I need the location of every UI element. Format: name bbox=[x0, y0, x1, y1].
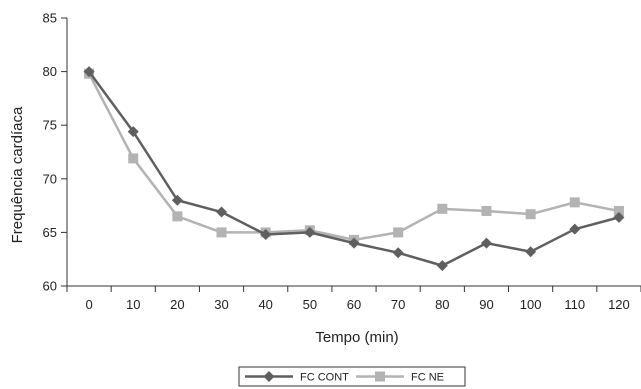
x-tick-label: 80 bbox=[435, 297, 449, 312]
series-fc-cont bbox=[83, 66, 625, 272]
data-point bbox=[304, 226, 316, 238]
legend-label: FC CONT bbox=[300, 372, 349, 384]
y-tick-label: 85 bbox=[43, 11, 57, 26]
data-point bbox=[569, 197, 580, 208]
y-tick-label: 75 bbox=[43, 118, 57, 133]
data-point bbox=[128, 153, 139, 164]
data-point bbox=[613, 205, 624, 216]
chart-axes bbox=[66, 18, 641, 287]
series-line bbox=[87, 73, 620, 242]
legend-marker bbox=[263, 371, 275, 382]
y-ticks: 60 65 70 75 80 85 bbox=[43, 11, 67, 294]
series-fc-ne bbox=[84, 68, 624, 245]
x-tick-label: 10 bbox=[126, 297, 140, 312]
data-point bbox=[437, 203, 448, 214]
x-tick-label: 110 bbox=[564, 297, 585, 312]
y-tick-label: 80 bbox=[43, 64, 57, 79]
legend-box bbox=[238, 366, 466, 387]
y-tick-label: 65 bbox=[43, 225, 57, 240]
data-point bbox=[172, 211, 183, 222]
x-tick-label: 0 bbox=[85, 297, 92, 312]
x-tick-label: 50 bbox=[303, 297, 317, 312]
legend-marker bbox=[375, 371, 385, 382]
legend-items: FC CONT FC NE bbox=[245, 371, 444, 384]
y-axis-title: Frequência cardíaca bbox=[9, 106, 26, 243]
data-point bbox=[525, 246, 537, 258]
data-point bbox=[216, 227, 227, 238]
legend-label: FC NE bbox=[411, 372, 444, 384]
legend: FC CONT FC NE bbox=[238, 366, 466, 387]
data-point bbox=[83, 66, 95, 78]
y-tick-label: 60 bbox=[43, 279, 57, 294]
y-tick-label: 70 bbox=[43, 171, 57, 186]
data-point bbox=[127, 126, 139, 138]
data-point bbox=[480, 237, 492, 249]
x-axis-title: Tempo (min) bbox=[315, 329, 398, 346]
data-point bbox=[393, 227, 404, 238]
x-tick-label: 60 bbox=[347, 297, 361, 312]
data-point bbox=[481, 205, 492, 216]
data-point bbox=[525, 209, 536, 220]
x-tick-label: 40 bbox=[258, 297, 272, 312]
x-tick-label: 20 bbox=[170, 297, 184, 312]
data-point bbox=[436, 260, 448, 272]
data-point bbox=[613, 211, 625, 223]
data-point bbox=[348, 237, 360, 249]
series-layer bbox=[83, 66, 625, 272]
x-tick-label: 100 bbox=[520, 297, 542, 312]
data-point bbox=[216, 206, 228, 218]
data-point bbox=[569, 223, 581, 235]
x-tick-label: 90 bbox=[479, 297, 493, 312]
x-ticks: 0 10 20 30 40 50 60 70 80 90 100 110 120 bbox=[66, 286, 641, 312]
data-point bbox=[171, 194, 183, 206]
x-tick-label: 30 bbox=[214, 297, 228, 312]
data-point bbox=[260, 229, 272, 241]
x-tick-label: 120 bbox=[608, 297, 630, 312]
x-tick-label: 70 bbox=[391, 297, 405, 312]
data-point bbox=[392, 247, 404, 259]
